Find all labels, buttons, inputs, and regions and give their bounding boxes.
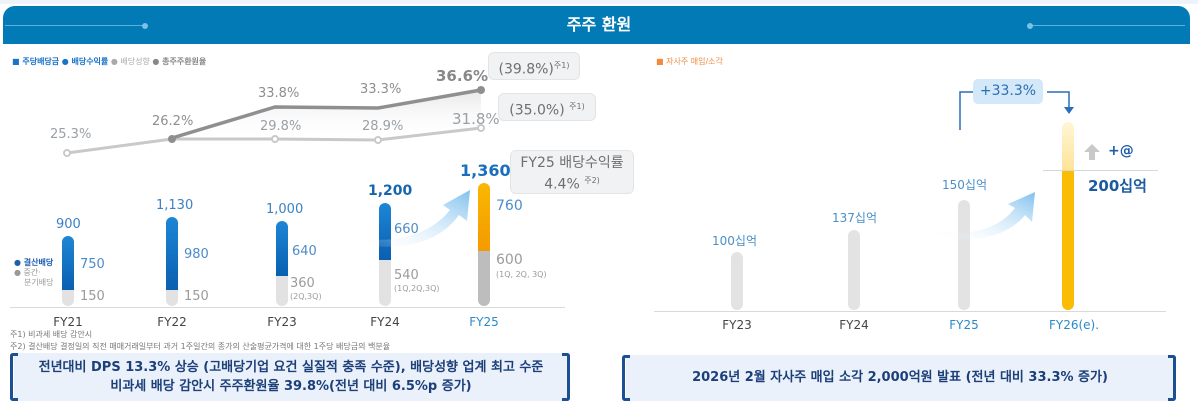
x-label-fy22: FY22 xyxy=(157,315,187,329)
dps-final-fy25: 760 xyxy=(496,198,523,214)
payout-label-fy25: 31.8% xyxy=(452,110,500,128)
total-return-label-fy24: 33.3% xyxy=(360,82,402,97)
x-label-fy23: FY23 xyxy=(267,315,297,329)
buyback-bar-fy24 xyxy=(848,230,860,310)
buyback-label-fy23: 100십억 xyxy=(712,234,757,248)
buyback-bar-fy23 xyxy=(731,252,743,310)
plus-label: +@ xyxy=(1108,143,1134,159)
dps-bar-fy23 xyxy=(276,221,288,306)
buyback-label-fy26e: 200십억 xyxy=(1088,177,1147,195)
footnote-2: 주2) 결산배당 결정일의 직전 매매거래일부터 과거 1주일간의 종가의 산술… xyxy=(10,342,391,351)
target-divider xyxy=(1043,170,1158,171)
dps-interim-note-fy23: (2Q,3Q) xyxy=(290,292,322,301)
banner-deco-line-right xyxy=(1030,25,1185,26)
right-legend: ■ 자사주 매입/소각 xyxy=(656,57,723,66)
legend-payout: ● 배당성향 xyxy=(110,57,150,66)
dps-interim-fy23: 360 xyxy=(290,276,315,291)
left-legend: ■ 주당배당금 ● 배당수익률 ● 배당성향 ● 총주주환원율 xyxy=(12,56,206,67)
dps-interim-fy22: 150 xyxy=(184,289,209,304)
right-summary-text: 2026년 2월 자사주 매입 소각 2,000억원 발표 (전년 대비 33.… xyxy=(692,370,1108,385)
x-label-fy21: FY21 xyxy=(53,315,83,329)
total-return-label-fy23: 33.8% xyxy=(258,86,300,101)
line-chart xyxy=(63,86,485,157)
dps-total-fy22: 1,130 xyxy=(156,198,194,213)
right-summary-bracket-close xyxy=(1168,355,1176,401)
growth-badge: +33.3% xyxy=(973,79,1043,104)
left-summary-bracket-open xyxy=(10,353,18,401)
banner-deco-dot-right xyxy=(1027,23,1033,29)
legend-yield: ● 배당수익률 xyxy=(61,57,109,66)
left-summary-box xyxy=(14,353,568,401)
buyback-bar-fy26e xyxy=(1062,122,1074,310)
dps-interim-note-fy25: (1Q, 2Q, 3Q) xyxy=(496,270,547,279)
banner-deco-dot-left xyxy=(142,23,148,29)
left-x-axis xyxy=(10,307,565,308)
x-label-r-fy26e: FY26(e). xyxy=(1048,318,1100,332)
up-arrow-icon xyxy=(1084,144,1100,160)
header-banner xyxy=(3,6,1190,44)
dps-final-fy21: 750 xyxy=(80,257,105,272)
dps-total-fy21: 900 xyxy=(56,217,81,232)
footnote-1: 주1) 비과세 배당 감안시 xyxy=(10,330,93,339)
dps-final-fy22: 980 xyxy=(184,247,209,262)
legend-total-return: ● 총주주환원율 xyxy=(152,57,207,66)
callout-payout-taxfree: (35.0%) 주1) xyxy=(498,93,596,121)
total-return-line xyxy=(171,88,482,140)
dps-bar-fy21 xyxy=(62,236,74,306)
payout-label-fy21: 25.3% xyxy=(50,127,92,142)
bar-legend: ● 결산배당 ● 중간· 분기배당 xyxy=(14,258,54,287)
dps-final-fy23: 640 xyxy=(292,244,317,259)
dps-final-fy24: 660 xyxy=(394,222,419,237)
dps-total-fy25: 1,360 xyxy=(460,161,511,180)
x-label-r-fy23: FY23 xyxy=(722,318,752,332)
callout-total-return-taxfree: (39.8%)주1) xyxy=(488,52,580,80)
dps-interim-fy24: 540 xyxy=(394,268,419,283)
right-summary-bracket-open xyxy=(622,355,630,401)
dps-total-fy23: 1,000 xyxy=(266,202,304,217)
x-label-fy24: FY24 xyxy=(370,315,400,329)
page-title: 주주 환원 xyxy=(566,15,632,34)
top-strip xyxy=(0,0,1198,4)
callout-dividend-yield: FY25 배당수익률 4.4% 주2) xyxy=(510,150,634,194)
legend-dps: ■ 주당배당금 xyxy=(12,57,60,66)
right-summary-box xyxy=(626,355,1174,401)
dps-interim-note-fy24: (1Q,2Q,3Q) xyxy=(394,284,440,293)
payout-label-fy23: 29.8% xyxy=(260,119,302,134)
x-label-fy25: FY25 xyxy=(469,315,499,329)
dps-bar-fy25 xyxy=(478,183,490,306)
dps-interim-fy21: 150 xyxy=(80,289,105,304)
payout-label-fy22: 26.2% xyxy=(152,114,194,129)
dps-bar-fy22 xyxy=(166,217,178,306)
buyback-bar-fy25 xyxy=(958,200,970,310)
dps-total-fy24: 1,200 xyxy=(368,183,413,199)
dps-interim-fy25: 600 xyxy=(496,252,523,268)
left-summary-text: 전년대비 DPS 13.3% 상승 (고배당기업 요건 실질적 충족 수준), … xyxy=(38,360,544,394)
growth-arrow-right xyxy=(935,192,1035,240)
total-return-label-fy25: 36.6% xyxy=(436,67,489,85)
banner-deco-line-left xyxy=(5,25,145,26)
x-label-r-fy24: FY24 xyxy=(839,318,869,332)
x-label-r-fy25: FY25 xyxy=(949,318,979,332)
right-x-axis xyxy=(654,311,1166,312)
growth-arrow-left xyxy=(355,190,470,247)
payout-label-fy24: 28.9% xyxy=(362,119,404,134)
buyback-label-fy24: 137십억 xyxy=(832,211,877,225)
left-summary-bracket-close xyxy=(562,353,570,401)
buyback-label-fy25: 150십억 xyxy=(942,178,987,192)
